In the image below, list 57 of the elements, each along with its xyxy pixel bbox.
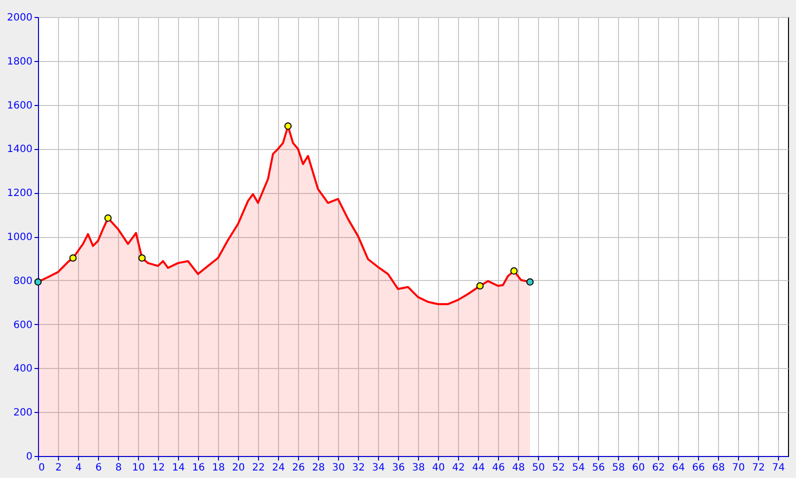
x-tick-label: 46 [492,462,505,474]
point [69,254,77,262]
x-tick-label: 6 [95,462,102,474]
x-tick-label: 0 [38,462,45,474]
y-tick-label: 1800 [7,56,32,68]
x-tick-label: 62 [652,462,665,474]
x-tick-label: 26 [292,462,305,474]
point [510,267,518,275]
y-tick-label: 600 [13,320,32,331]
x-tick-label: 40 [432,462,445,474]
x-tick-label: 68 [712,462,725,474]
x-tick-label: 64 [672,462,685,474]
point [34,278,42,286]
x-tick-label: 42 [452,462,465,474]
point [526,278,534,286]
x-tick-label: 38 [412,462,425,474]
y-tick-label: 1600 [7,100,32,112]
y-tick-label: 200 [13,408,32,419]
x-tick-label: 52 [552,462,565,474]
x-tick-label: 2 [55,462,62,474]
x-tick-label: 4 [75,462,82,474]
point [476,282,484,290]
y-tick-label: 2000 [7,12,32,24]
y-tick-label: 1000 [7,232,32,243]
x-tick-label: 50 [532,462,545,474]
x-tick-label: 10 [132,462,145,474]
x-tick-label: 48 [512,462,525,474]
x-tick-label: 56 [592,462,605,474]
y-tick-label: 400 [13,364,32,375]
x-tick-label: 54 [572,462,585,474]
x-tick-label: 28 [312,462,325,474]
y-tick-label: 0 [26,452,32,462]
point [284,122,292,130]
x-tick-label: 18 [212,462,225,474]
x-tick-label: 20 [232,462,245,474]
x-tick-label: 58 [612,462,625,474]
x-tick-label: 30 [332,462,345,474]
x-tick-label: 66 [692,462,705,474]
y-tick-label: 800 [13,276,32,287]
x-tick-label: 32 [352,462,365,474]
x-tick-label: 74 [772,462,785,474]
x-tick-label: 24 [272,462,285,474]
x-tick-label: 16 [192,462,205,474]
x-tick-label: 22 [252,462,265,474]
x-tick-label: 14 [172,462,185,474]
point [138,254,146,262]
x-tick-label: 8 [115,462,122,474]
x-tick-label: 60 [632,462,645,474]
y-tick-label: 1200 [7,188,32,200]
x-tick-label: 36 [392,462,405,474]
x-tick-label: 72 [752,462,765,474]
x-tick-label: 12 [152,462,165,474]
y-tick-label: 1400 [7,144,32,156]
point [104,214,112,222]
x-tick-label: 44 [472,462,485,474]
x-tick-label: 70 [732,462,745,474]
x-tick-label: 34 [372,462,385,474]
